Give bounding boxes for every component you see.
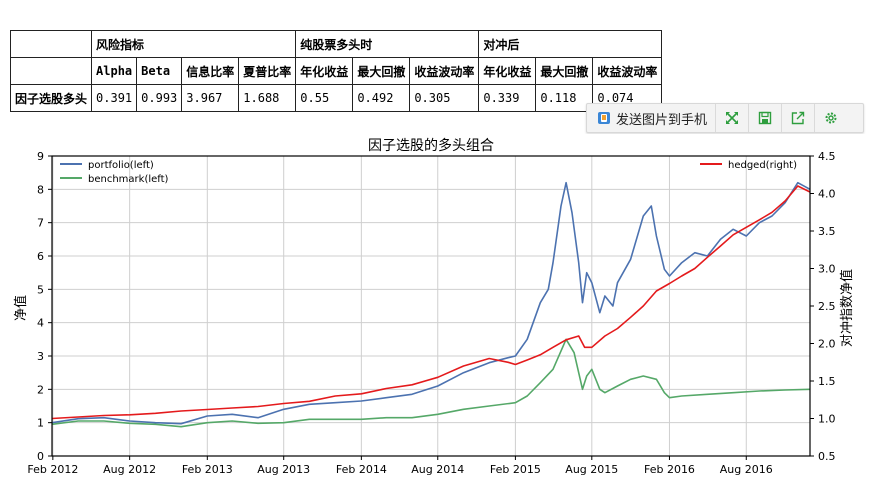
x-tick-label: Aug 2013 — [257, 463, 310, 476]
cell-alpha: 0.391 — [91, 84, 138, 112]
settings-icon — [825, 112, 837, 124]
series-line-hedged-right — [51, 185, 811, 420]
table-corner-cell — [9, 57, 93, 85]
x-tick-label: Aug 2014 — [411, 463, 464, 476]
share-button[interactable] — [782, 104, 816, 132]
y2-tick-label: 3.5 — [818, 225, 836, 238]
fullscreen-icon — [726, 112, 739, 124]
table-corner-cell — [9, 30, 93, 58]
share-icon — [791, 111, 805, 125]
col-header-max-drawdown: 最大回撤 — [352, 57, 411, 85]
y2-tick-label: 2.5 — [818, 300, 836, 313]
save-button[interactable] — [749, 104, 783, 132]
y2-tick-label: 2.0 — [818, 338, 836, 351]
cell-hedged-max-drawdown: 0.118 — [535, 84, 594, 112]
x-tick-label: Feb 2014 — [336, 463, 387, 476]
y-tick-label: 2 — [37, 383, 44, 396]
y-tick-label: 5 — [37, 283, 44, 296]
save-icon — [758, 111, 772, 125]
y2-tick-label: 4.0 — [818, 188, 836, 201]
group-header-long-only: 纯股票多头时 — [295, 30, 480, 58]
send-to-phone-label: 发送图片到手机 — [616, 112, 708, 128]
x-tick-label: Feb 2015 — [490, 463, 541, 476]
image-toolbar: 发送图片到手机 — [586, 103, 864, 133]
x-tick-label: Aug 2012 — [103, 463, 156, 476]
y2-axis-label: 对冲指数净值 — [839, 269, 855, 347]
chart-background — [0, 134, 889, 490]
settings-button[interactable] — [815, 104, 847, 132]
legend-label: portfolio(left) — [88, 160, 154, 171]
table-row: 因子选股多头 0.391 0.993 3.967 1.688 0.55 0.49… — [9, 84, 663, 112]
cell-annual-return: 0.55 — [295, 84, 354, 112]
series-line-benchmark-left — [51, 338, 811, 428]
y-axis-label: 净值 — [13, 295, 29, 321]
legend-left: portfolio(left) benchmark(left) — [60, 160, 169, 185]
row-label: 因子选股多头 — [9, 84, 93, 112]
metrics-table: 风险指标 纯股票多头时 对冲后 Alpha Beta 信息比率 夏普比率 年化收… — [9, 30, 663, 112]
col-header-hedged-volatility: 收益波动率 — [592, 57, 663, 85]
col-header-hedged-max-drawdown: 最大回撤 — [535, 57, 594, 85]
table-group-header-row: 风险指标 纯股票多头时 对冲后 — [9, 30, 663, 58]
col-header-hedged-annual-return: 年化收益 — [478, 57, 537, 85]
y-tick-label: 0 — [37, 450, 44, 463]
col-header-alpha: Alpha — [91, 57, 138, 85]
axis-ticks: Feb 2012 Aug 2012 Feb 2013 Aug 2013 Feb 2014… — [27, 150, 835, 476]
y-tick-label: 3 — [37, 350, 44, 363]
group-header-risk: 风险指标 — [91, 30, 297, 58]
y-tick-label: 8 — [37, 183, 44, 196]
col-header-information-ratio: 信息比率 — [181, 57, 240, 85]
col-header-sharpe-ratio: 夏普比率 — [238, 57, 297, 85]
legend-label: benchmark(left) — [88, 174, 169, 185]
x-tick-label: Aug 2015 — [565, 463, 618, 476]
x-tick-label: Feb 2012 — [27, 463, 78, 476]
chart: 因子选股的多头组合 净值 对冲指数净值 Feb 2012 Aug 2012 Feb … — [0, 134, 889, 490]
cell-max-drawdown: 0.492 — [352, 84, 411, 112]
cell-information-ratio: 3.967 — [181, 84, 240, 112]
y2-tick-label: 1.5 — [818, 375, 836, 388]
legend-right: hedged(right) — [700, 160, 797, 171]
table-column-header-row: Alpha Beta 信息比率 夏普比率 年化收益 最大回撤 收益波动率 年化收… — [9, 57, 663, 85]
y-tick-label: 9 — [37, 150, 44, 163]
col-header-volatility: 收益波动率 — [409, 57, 480, 85]
y-tick-label: 7 — [37, 217, 44, 230]
cell-sharpe-ratio: 1.688 — [238, 84, 297, 112]
y-tick-label: 4 — [37, 317, 44, 330]
y2-tick-label: 1.0 — [818, 413, 836, 426]
x-tick-label: Feb 2016 — [644, 463, 695, 476]
y-tick-label: 6 — [37, 250, 44, 263]
x-tick-label: Feb 2013 — [182, 463, 233, 476]
col-header-annual-return: 年化收益 — [295, 57, 354, 85]
fullscreen-button[interactable] — [716, 104, 750, 132]
cell-beta: 0.993 — [136, 84, 183, 112]
phone-send-icon — [598, 112, 610, 124]
legend-label: hedged(right) — [728, 160, 797, 171]
cell-hedged-annual-return: 0.339 — [478, 84, 537, 112]
cell-volatility: 0.305 — [409, 84, 480, 112]
col-header-beta: Beta — [136, 57, 183, 85]
series-lines — [51, 181, 811, 428]
y-tick-label: 1 — [37, 417, 44, 430]
y2-tick-label: 0.5 — [818, 450, 836, 463]
x-tick-label: Aug 2016 — [720, 463, 773, 476]
y2-tick-label: 4.5 — [818, 150, 836, 163]
series-line-portfolio-left — [51, 181, 811, 425]
y2-tick-label: 3.0 — [818, 263, 836, 276]
send-to-phone-button[interactable]: 发送图片到手机 — [587, 104, 717, 132]
group-header-hedged: 对冲后 — [478, 30, 663, 58]
chart-title: 因子选股的多头组合 — [368, 137, 494, 154]
